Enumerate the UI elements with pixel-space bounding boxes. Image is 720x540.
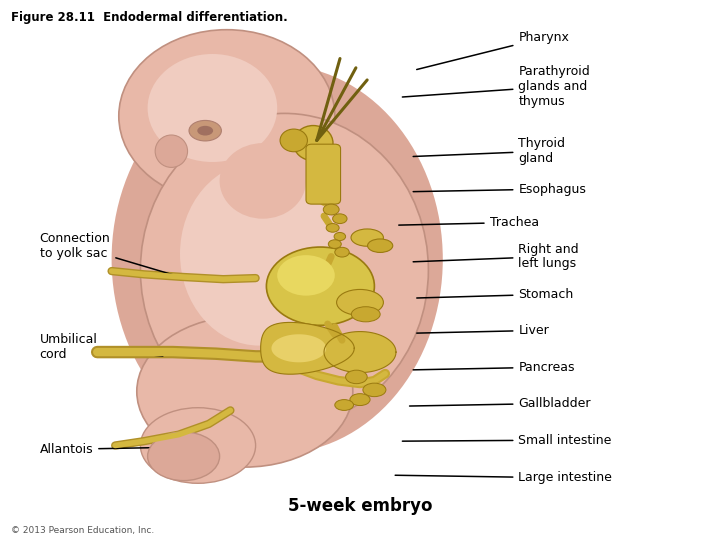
Ellipse shape [277,255,335,295]
Text: Gallbladder: Gallbladder [410,397,591,410]
Text: Parathyroid
glands and
thymus: Parathyroid glands and thymus [402,65,590,108]
Text: Liver: Liver [417,324,549,337]
Polygon shape [261,322,354,374]
Ellipse shape [326,224,339,232]
Ellipse shape [140,408,256,483]
Ellipse shape [368,239,393,252]
Ellipse shape [294,126,333,161]
Text: Umbilical
cord: Umbilical cord [40,333,163,361]
Ellipse shape [323,204,339,215]
Text: Large intestine: Large intestine [395,471,612,484]
Text: Connection
to yolk sac: Connection to yolk sac [40,232,176,276]
Polygon shape [271,334,326,362]
Ellipse shape [156,135,187,167]
Ellipse shape [148,54,277,162]
Text: Small intestine: Small intestine [402,434,612,447]
Ellipse shape [140,113,428,427]
Ellipse shape [148,432,220,481]
Ellipse shape [363,383,386,396]
Text: Esophagus: Esophagus [413,183,586,195]
Ellipse shape [189,120,222,141]
Ellipse shape [335,400,354,410]
Ellipse shape [328,240,341,248]
Text: Thyroid
gland: Thyroid gland [413,137,565,165]
Text: Pharynx: Pharynx [417,31,570,70]
Polygon shape [324,332,396,373]
Ellipse shape [351,307,380,322]
Text: Pancreas: Pancreas [413,361,575,374]
Ellipse shape [119,30,335,202]
Ellipse shape [180,162,338,346]
Ellipse shape [350,394,370,406]
Ellipse shape [337,289,384,315]
Ellipse shape [334,232,346,241]
Text: Allantois: Allantois [40,443,181,456]
Ellipse shape [280,129,307,152]
Text: Trachea: Trachea [399,216,539,229]
Ellipse shape [220,143,306,219]
Ellipse shape [197,126,213,136]
Ellipse shape [333,214,347,224]
Ellipse shape [335,247,349,257]
FancyBboxPatch shape [306,144,341,204]
Text: Right and
left lungs: Right and left lungs [413,242,579,271]
Ellipse shape [266,247,374,325]
Ellipse shape [346,370,367,383]
Text: © 2013 Pearson Education, Inc.: © 2013 Pearson Education, Inc. [11,525,154,535]
Ellipse shape [351,229,383,246]
Text: Stomach: Stomach [417,288,574,301]
Text: 5-week embryo: 5-week embryo [288,497,432,515]
Ellipse shape [112,65,443,454]
Ellipse shape [137,316,353,467]
Text: Figure 28.11  Endodermal differentiation.: Figure 28.11 Endodermal differentiation. [11,11,287,24]
